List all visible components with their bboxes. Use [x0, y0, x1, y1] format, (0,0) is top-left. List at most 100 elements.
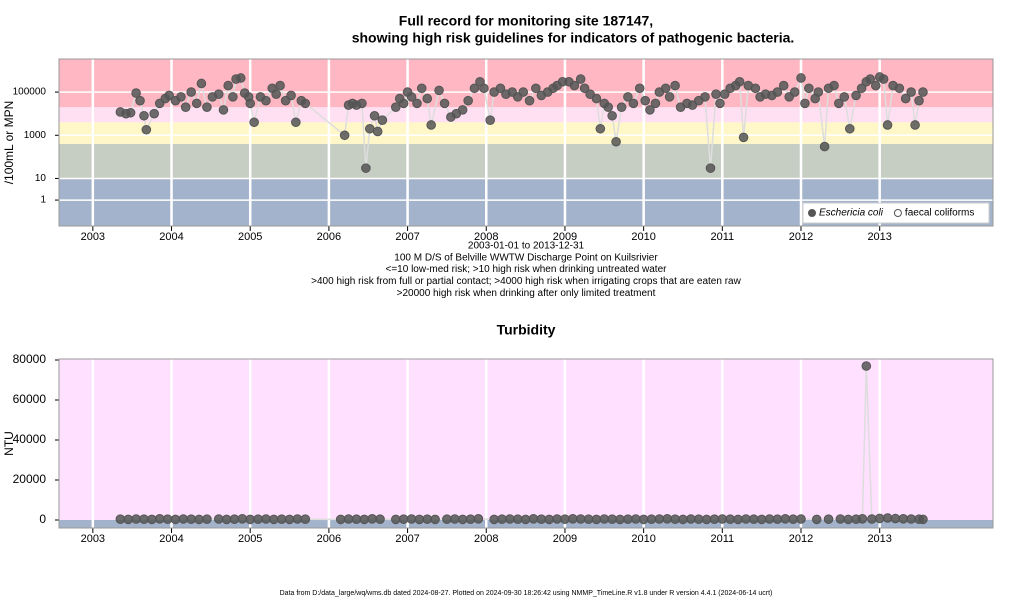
data-point: [536, 514, 547, 525]
legend-marker: [808, 209, 816, 217]
data-point: [823, 514, 834, 525]
data-point: [670, 514, 680, 525]
data-point: [178, 514, 189, 524]
data-point: [463, 95, 473, 106]
data-point: [202, 102, 212, 112]
y-tick-label: 60000: [13, 392, 47, 406]
data-point: [351, 514, 362, 525]
data-point: [725, 514, 735, 525]
data-point: [512, 514, 523, 525]
data-point: [375, 514, 385, 525]
data-point: [623, 514, 633, 525]
data-point: [213, 514, 224, 524]
data-point: [670, 80, 680, 91]
data-point: [575, 74, 586, 84]
data-point: [398, 98, 409, 109]
data-point: [894, 83, 905, 94]
data-point: [796, 73, 806, 83]
x-tick-label: 2010: [631, 533, 655, 545]
y-tick-label: 1: [40, 195, 46, 206]
data-point: [457, 514, 468, 525]
data-point: [180, 102, 191, 112]
data-point: [914, 95, 924, 106]
data-point: [131, 514, 141, 524]
data-point: [194, 514, 204, 525]
data-point: [430, 514, 440, 525]
data-point: [900, 93, 911, 104]
data-point: [741, 514, 751, 524]
y-tick-label: 0: [39, 512, 46, 526]
risk-band: [59, 122, 993, 144]
data-point: [300, 514, 311, 525]
chart-title: Turbidity: [497, 322, 556, 338]
data-point: [164, 90, 174, 101]
risk-band: [59, 107, 993, 123]
data-point: [249, 117, 259, 128]
data-point: [693, 514, 704, 525]
data-point: [361, 163, 371, 173]
data-point: [906, 514, 916, 524]
data-point: [123, 514, 134, 525]
data-point: [568, 514, 578, 524]
x-tick-label: 2009: [553, 533, 577, 545]
data-point: [269, 514, 279, 525]
legend-label: faecal coliforms: [905, 208, 974, 219]
data-point: [607, 514, 617, 525]
data-point: [284, 514, 295, 525]
data-point: [497, 514, 507, 525]
data-point: [772, 87, 783, 97]
data-point: [851, 90, 861, 101]
data-point: [615, 514, 625, 525]
data-point: [882, 513, 893, 523]
data-point: [750, 83, 761, 94]
data-point: [764, 514, 775, 524]
data-point: [733, 514, 743, 525]
data-point: [650, 98, 661, 109]
data-point: [229, 514, 240, 525]
data-point: [202, 514, 212, 525]
data-point: [528, 514, 539, 524]
x-tick-label: 2007: [395, 231, 419, 243]
data-point: [228, 92, 238, 102]
data-point: [662, 514, 673, 524]
data-point: [300, 98, 311, 109]
legend-marker: [893, 209, 902, 217]
x-tick-label: 2003: [81, 533, 105, 545]
data-point: [796, 514, 806, 524]
data-point: [686, 514, 696, 524]
chart-title: Full record for monitoring site 187147,: [399, 13, 653, 29]
data-point: [882, 120, 893, 130]
data-point: [800, 98, 810, 109]
data-point: [434, 85, 444, 96]
data-point: [170, 514, 181, 525]
data-point: [890, 513, 901, 524]
data-point: [372, 126, 383, 137]
data-point: [804, 83, 814, 94]
data-point: [870, 80, 881, 91]
y-axis-label: /100mL or MPN: [2, 101, 16, 185]
data-point: [865, 74, 876, 84]
data-point: [335, 514, 346, 525]
x-tick-label: 2005: [238, 231, 262, 243]
x-tick-label: 2013: [867, 231, 891, 243]
data-point: [237, 514, 248, 524]
data-point: [719, 89, 730, 99]
data-point: [275, 80, 285, 91]
data-point: [473, 514, 484, 524]
x-tick-label: 2008: [474, 533, 498, 545]
data-point: [377, 115, 388, 125]
data-point: [245, 514, 256, 525]
data-point: [640, 95, 651, 106]
data-point: [734, 76, 745, 87]
data-point: [141, 124, 152, 135]
data-point: [645, 105, 655, 115]
y-tick-label: 20000: [13, 472, 47, 486]
data-point: [359, 514, 370, 525]
annotation: >400 high risk from full or partial cont…: [311, 276, 741, 287]
data-point: [115, 514, 126, 525]
data-point: [176, 92, 186, 102]
data-point: [369, 110, 380, 121]
data-point: [390, 514, 401, 525]
data-point: [406, 92, 417, 102]
